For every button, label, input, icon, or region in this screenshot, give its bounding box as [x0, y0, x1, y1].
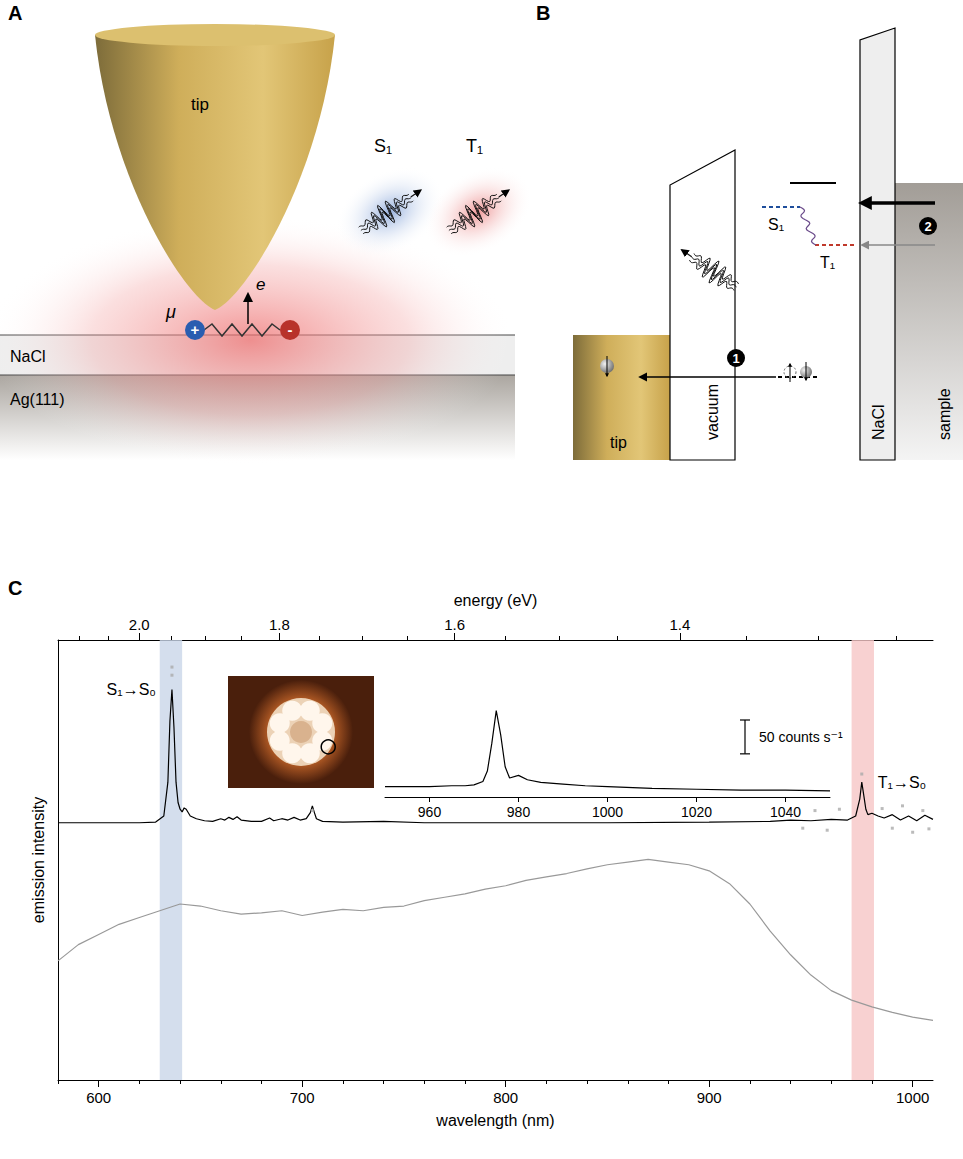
svg-text:Ag(111): Ag(111)	[10, 391, 65, 408]
svg-text:tip: tip	[191, 95, 209, 114]
svg-text:emission intensity: emission intensity	[30, 797, 47, 923]
svg-text:-: -	[288, 321, 293, 338]
svg-text:960: 960	[418, 804, 442, 820]
svg-text:tip: tip	[610, 434, 627, 451]
svg-text:980: 980	[507, 804, 531, 820]
svg-text:1.8: 1.8	[269, 616, 290, 633]
svg-text:S₁: S₁	[768, 216, 784, 233]
svg-text:1040: 1040	[770, 804, 801, 820]
svg-text:50 counts s⁻¹: 50 counts s⁻¹	[759, 729, 843, 745]
svg-text:1: 1	[732, 351, 739, 366]
svg-text:700: 700	[290, 1089, 315, 1106]
svg-text:1000: 1000	[896, 1089, 929, 1106]
svg-text:S₁: S₁	[374, 136, 392, 156]
svg-text:T₁: T₁	[820, 254, 835, 271]
svg-text:A: A	[8, 2, 22, 24]
svg-text:2.0: 2.0	[129, 616, 150, 633]
svg-text:2: 2	[924, 219, 931, 234]
svg-text:+: +	[191, 321, 200, 338]
svg-text:μ: μ	[165, 302, 176, 322]
svg-text:NaCl: NaCl	[870, 404, 887, 440]
svg-text:T₁→S₀: T₁→S₀	[878, 774, 926, 791]
svg-text:1020: 1020	[681, 804, 712, 820]
svg-text:e: e	[256, 275, 265, 294]
svg-text:B: B	[536, 2, 550, 24]
svg-text:800: 800	[493, 1089, 518, 1106]
svg-text:energy (eV): energy (eV)	[454, 592, 538, 609]
svg-text:1.4: 1.4	[669, 616, 690, 633]
svg-text:S₁→S₀: S₁→S₀	[107, 681, 156, 698]
svg-text:C: C	[8, 577, 22, 599]
svg-text:wavelength (nm): wavelength (nm)	[435, 1112, 554, 1129]
svg-text:sample: sample	[936, 388, 953, 440]
svg-text:NaCl: NaCl	[10, 348, 46, 365]
svg-text:T₁: T₁	[466, 136, 483, 156]
svg-text:900: 900	[697, 1089, 722, 1106]
svg-text:1.6: 1.6	[444, 616, 465, 633]
svg-text:vacuum: vacuum	[704, 384, 721, 440]
svg-text:1000: 1000	[592, 804, 623, 820]
svg-text:600: 600	[86, 1089, 111, 1106]
